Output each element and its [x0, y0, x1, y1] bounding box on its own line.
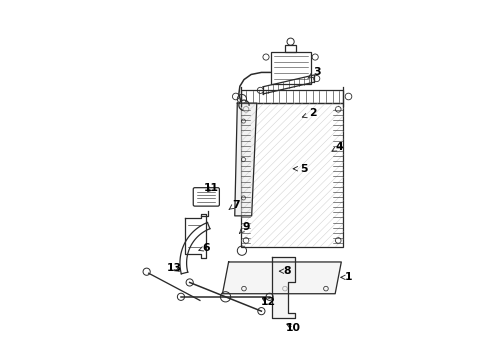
Bar [241, 103, 343, 247]
Text: 4: 4 [332, 142, 343, 152]
Text: 12: 12 [261, 297, 275, 307]
Text: 11: 11 [204, 183, 219, 193]
Text: 5: 5 [293, 164, 308, 174]
Text: 7: 7 [229, 199, 240, 210]
Polygon shape [271, 257, 295, 318]
Text: 6: 6 [199, 243, 210, 253]
Text: 13: 13 [167, 263, 182, 273]
Text: 10: 10 [286, 323, 301, 333]
Bar [285, 45, 296, 52]
Text: 8: 8 [279, 266, 291, 276]
Text: 3: 3 [308, 67, 320, 78]
Polygon shape [235, 103, 257, 216]
Bar [270, 52, 311, 84]
Bar [241, 90, 343, 103]
Polygon shape [222, 262, 342, 294]
Text: 1: 1 [341, 272, 352, 282]
Text: 9: 9 [239, 222, 250, 233]
Text: 2: 2 [302, 108, 317, 118]
